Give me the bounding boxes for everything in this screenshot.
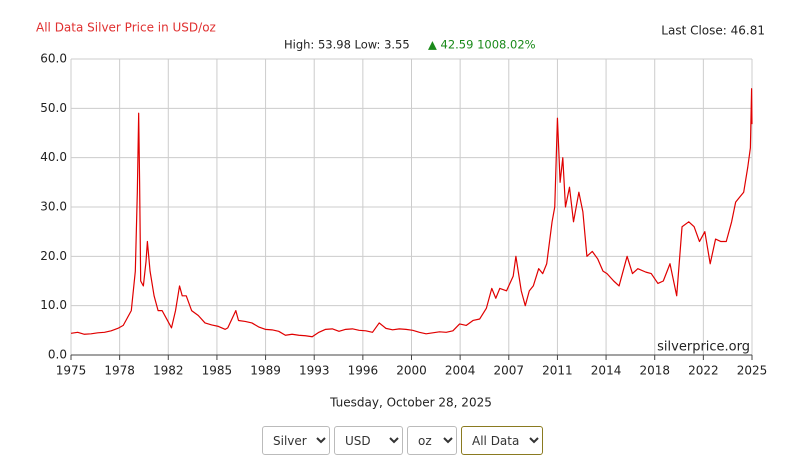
date: Tuesday, October 28, 2025 [329, 396, 492, 410]
x-tick-label: 2011 [542, 364, 573, 378]
x-tick-label: 1978 [104, 364, 135, 378]
metal-select[interactable]: Silver [262, 426, 330, 455]
x-tick-label: 1996 [348, 364, 379, 378]
change: ▲ 42.59 1008.02% [428, 38, 536, 52]
chart-title: All Data Silver Price in USD/oz [36, 21, 216, 35]
currency-select[interactable]: USD [334, 426, 403, 455]
y-tick-label: 0.0 [48, 348, 67, 362]
y-tick-label: 30.0 [40, 200, 67, 214]
last-close: Last Close: 46.81 [661, 24, 765, 38]
x-tick-label: 2025 [737, 364, 768, 378]
y-tick-label: 60.0 [40, 52, 67, 66]
x-tick-label: 2014 [591, 364, 622, 378]
y-tick-label: 20.0 [40, 249, 67, 263]
x-tick-label: 2018 [639, 364, 670, 378]
x-tick-label: 2000 [396, 364, 427, 378]
x-tick-label: 1993 [299, 364, 330, 378]
x-tick-label: 2004 [445, 364, 476, 378]
x-tick-label: 2007 [494, 364, 525, 378]
y-tick-label: 10.0 [40, 298, 67, 312]
x-tick-label: 1989 [250, 364, 281, 378]
x-tick-label: 1975 [56, 364, 87, 378]
y-tick-label: 40.0 [40, 150, 67, 164]
price-line [70, 88, 753, 338]
controls: Silver USD oz All Data [262, 426, 543, 455]
high-low: High: 53.98 Low: 3.55 [284, 38, 410, 52]
range-select[interactable]: All Data [461, 426, 543, 455]
x-tick-label: 1982 [153, 364, 184, 378]
chart: All Data Silver Price in USD/oz High: 53… [36, 21, 768, 410]
y-tick-label: 50.0 [40, 101, 67, 115]
watermark: silverprice.org [657, 340, 750, 355]
unit-select[interactable]: oz [407, 426, 457, 455]
x-tick-label: 1985 [202, 364, 233, 378]
x-tick-label: 2022 [688, 364, 719, 378]
